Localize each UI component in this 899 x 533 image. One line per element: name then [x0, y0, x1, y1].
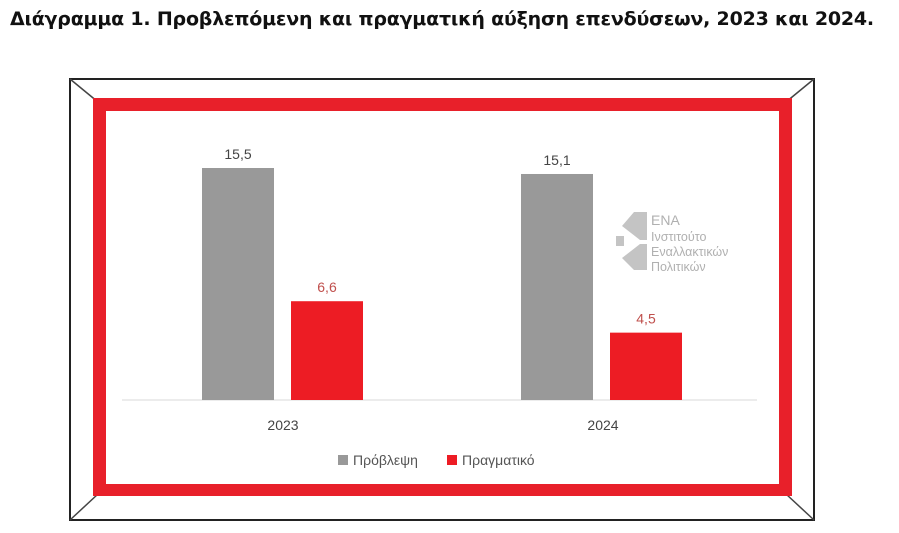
logo-line-2: Εναλλακτικών: [651, 245, 728, 259]
legend-label-actual: Πραγματικό: [462, 452, 535, 468]
tick-label-2024: 2024: [587, 417, 618, 433]
bar-actual-2023: [291, 301, 363, 400]
bar-actual-2024: [610, 332, 682, 400]
data-label-actual-2023: 6,6: [317, 279, 337, 295]
tick-label-2023: 2023: [267, 417, 298, 433]
logo-line-1: Ινστιτούτο: [651, 230, 706, 244]
ena-logo-icon: [616, 212, 647, 270]
legend-swatch-forecast: [338, 455, 348, 465]
page-title: Διάγραμμα 1. Προβλεπόμενη και πραγματική…: [10, 8, 874, 30]
legend-label-forecast: Πρόβλεψη: [353, 452, 418, 468]
ena-logo: ΕΝΑ Ινστιτούτο Εναλλακτικών Πολιτικών: [616, 212, 728, 274]
legend-swatch-actual: [447, 455, 457, 465]
data-label-forecast-2023: 15,5: [224, 146, 251, 162]
bar-forecast-2024: [521, 173, 593, 400]
data-label-forecast-2024: 15,1: [543, 152, 570, 168]
logo-title: ΕΝΑ: [651, 212, 680, 228]
bar-forecast-2023: [202, 168, 274, 400]
legend: Πρόβλεψη Πραγματικό: [338, 452, 535, 468]
logo-line-3: Πολιτικών: [651, 260, 706, 274]
data-label-actual-2024: 4,5: [636, 311, 656, 327]
